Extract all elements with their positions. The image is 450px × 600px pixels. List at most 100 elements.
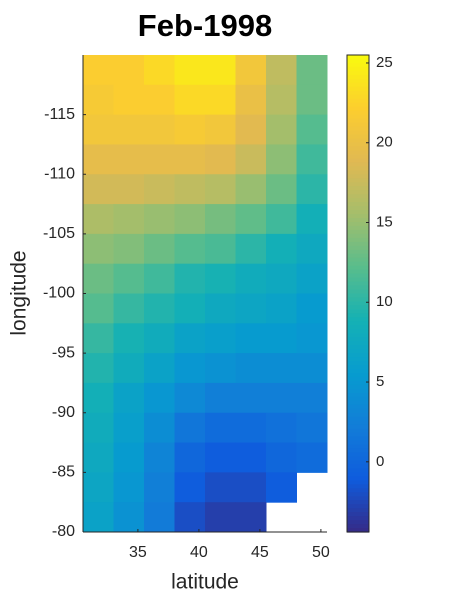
colorbar-segment (347, 281, 369, 287)
heatmap-cell (205, 472, 236, 503)
colorbar-segment (347, 488, 369, 493)
colorbar-segment (347, 313, 369, 318)
colorbar-segment (347, 436, 369, 442)
y-tick-label: -105 (43, 225, 75, 242)
heatmap-cell (266, 144, 297, 175)
colorbar-segment (347, 249, 369, 255)
heatmap-cell (113, 263, 145, 294)
x-tick-label: 50 (312, 544, 330, 561)
colorbar-segment (347, 341, 369, 346)
colorbar-segment (347, 122, 369, 128)
y-tick-label: -95 (52, 344, 75, 361)
heatmap-cell (296, 174, 328, 205)
colorbar-segment (347, 392, 369, 398)
heatmap-cell (144, 84, 175, 116)
colorbar-segment (347, 416, 369, 422)
colorbar-segment (347, 484, 369, 489)
heatmap-cell (83, 442, 114, 473)
heatmap-cell (174, 502, 206, 533)
colorbar-segment (347, 78, 369, 84)
heatmap-cell (235, 84, 267, 116)
colorbar-segment (347, 150, 369, 155)
colorbar-segment (347, 186, 369, 191)
heatmap-cell (296, 323, 328, 354)
colorbar-segment (347, 174, 369, 179)
colorbar-segment (347, 82, 369, 88)
heatmap-cell (174, 114, 206, 145)
colorbar-segment (347, 337, 369, 342)
colorbar-segment (347, 361, 369, 366)
heatmap-cell (205, 323, 236, 354)
colorbar-segment (347, 472, 369, 477)
colorbar-segment (347, 221, 369, 227)
heatmap-cell (205, 233, 236, 265)
colorbar-segment (347, 456, 369, 462)
heatmap-cell (266, 412, 297, 444)
heatmap-cell (83, 55, 114, 86)
heatmap-cell (235, 382, 267, 414)
colorbar-segment (347, 516, 369, 521)
heatmap-cell (205, 502, 236, 533)
colorbar-segment (347, 134, 369, 140)
colorbar-segment (347, 460, 369, 466)
heatmap-cell (205, 353, 236, 384)
heatmap-cell (83, 233, 114, 265)
x-tick-label: 45 (251, 544, 269, 561)
heatmap-cell (205, 442, 236, 473)
heatmap-cell (266, 472, 297, 503)
colorbar-segment (347, 194, 369, 199)
colorbar-segment (347, 440, 369, 446)
x-axis-label: latitude (171, 571, 239, 594)
colorbar-segment (347, 492, 369, 497)
heatmap-cell (144, 353, 175, 384)
heatmap-cell (266, 174, 297, 205)
colorbar-segment (347, 524, 369, 529)
heatmap-cell (83, 353, 114, 384)
heatmap-cell (235, 263, 267, 294)
colorbar-segment (347, 158, 369, 163)
heatmap-cell (174, 204, 206, 235)
colorbar-segment (347, 333, 369, 338)
heatmap-cell (83, 472, 114, 503)
heatmap-cell (113, 114, 145, 145)
heatmap-cell (266, 442, 297, 473)
colorbar-tick-label: 5 (376, 373, 384, 390)
heatmap-cell (205, 382, 236, 414)
x-tick-label: 40 (190, 544, 208, 561)
colorbar-segment (347, 229, 369, 235)
heatmap-cell (113, 84, 145, 116)
heatmap-cell (113, 382, 145, 414)
colorbar-segment (347, 297, 369, 303)
colorbar-segment (347, 170, 369, 175)
heatmap-cell (205, 84, 236, 116)
y-tick-label: -80 (52, 523, 75, 540)
heatmap-cell (235, 233, 267, 265)
heatmap-cell (174, 174, 206, 205)
heatmap-cell (83, 323, 114, 354)
heatmap-cell (296, 114, 328, 145)
colorbar-segment (347, 182, 369, 187)
heatmap-cell (83, 293, 114, 324)
colorbar-segment (347, 225, 369, 231)
colorbar-segment (347, 162, 369, 167)
colorbar-segment (347, 424, 369, 430)
heatmap-cell (296, 353, 328, 384)
heatmap-cell (235, 442, 267, 473)
heatmap-cell (83, 412, 114, 444)
heatmap-cell (296, 412, 328, 444)
colorbar-segment (347, 106, 369, 112)
colorbar-segment (347, 178, 369, 183)
colorbar-segment (347, 126, 369, 132)
heatmap-cell (144, 442, 175, 473)
colorbar-segment (347, 202, 369, 207)
heatmap-cell (83, 174, 114, 205)
colorbar-segment (347, 349, 369, 354)
colorbar-segment (347, 432, 369, 438)
heatmap-cell (266, 204, 297, 235)
colorbar-segment (347, 520, 369, 525)
heatmap-cell (144, 502, 175, 533)
colorbar-segment (347, 261, 369, 267)
colorbar-segment (347, 400, 369, 406)
colorbar-segment (347, 512, 369, 517)
colorbar-segment (347, 448, 369, 454)
